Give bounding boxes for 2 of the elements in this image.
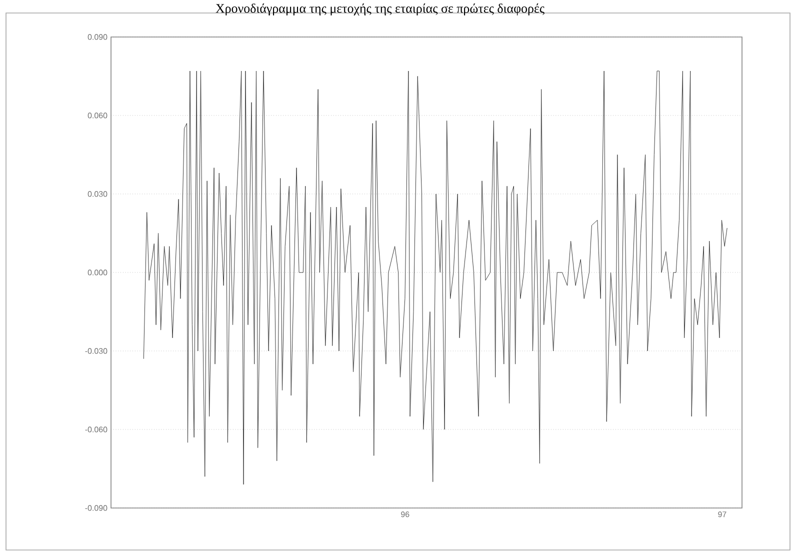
- chart-title: Χρονοδιάγραμμα της μετοχής της εταιρίας σε πρώτες διαφορές: [216, 4, 544, 16]
- line-series: [143, 70, 728, 485]
